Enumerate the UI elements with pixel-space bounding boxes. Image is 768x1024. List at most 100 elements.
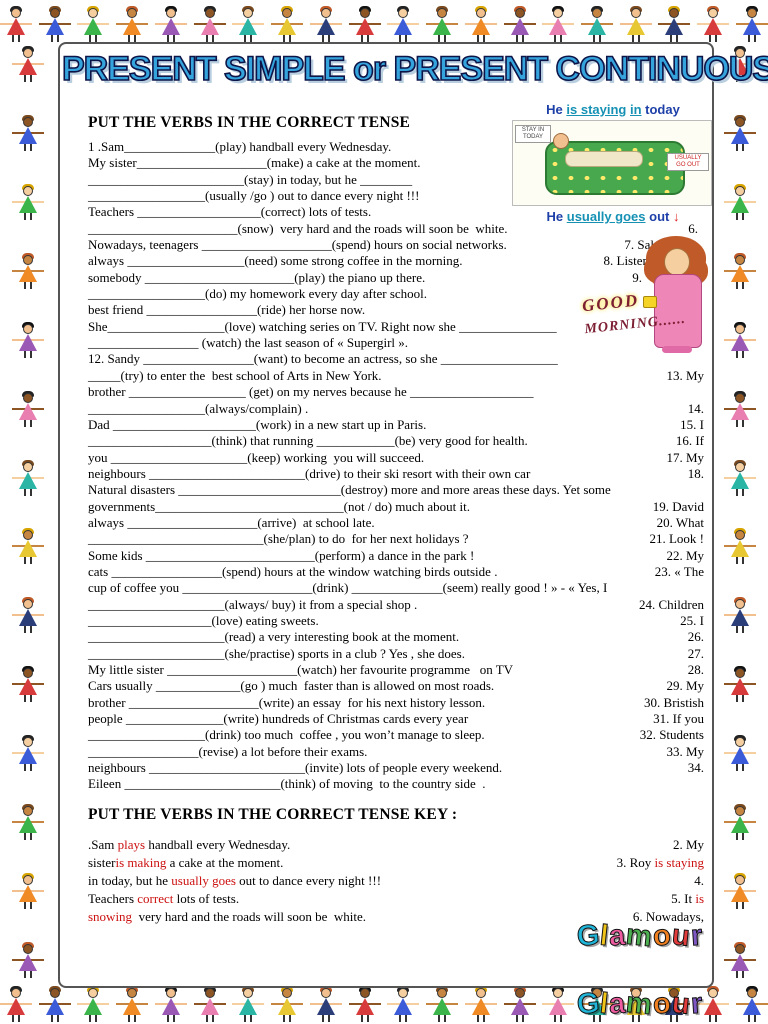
key-line-text: sisteris making a cake at the moment. — [88, 854, 283, 872]
section-heading-exercise: PUT THE VERBS IN THE CORRECT TENSE — [88, 114, 411, 131]
border-kid-figure — [232, 6, 265, 42]
exercise-line-text: governments_____________________________… — [88, 498, 471, 514]
go-out-tag: USUALLY GO OUT — [667, 153, 709, 171]
exercise-line: best friend _________________(ride) her … — [88, 302, 704, 318]
exercise-line-text: you _____________________(keep) working … — [88, 449, 425, 465]
exercise-line: you _____________________(keep) working … — [88, 450, 704, 466]
caption-part: in — [629, 102, 642, 117]
exercise-line: always __________________(need) some str… — [88, 253, 704, 269]
exercise-line-text: brother __________________ (get) on my n… — [88, 384, 534, 400]
border-kid-figure — [724, 252, 756, 289]
exercise-line: _____________________(she/practise) spor… — [88, 646, 704, 662]
key-line-text: in today, but he usually goes out to dan… — [88, 872, 381, 890]
exercise-line-number: 16. If — [675, 433, 704, 449]
key-segment: is making — [115, 855, 167, 870]
man-body — [565, 151, 643, 167]
couch-caption-bottom: He usually goes out — [547, 209, 670, 224]
exercise-line-text: cats _________________(spend) hours at t… — [88, 563, 498, 579]
border-kid-figure — [271, 986, 304, 1022]
border-kid-figure — [271, 6, 304, 42]
exercise-line: Some kids __________________________(per… — [88, 548, 704, 564]
key-segment: is staying — [654, 855, 704, 870]
exercise-line-number: 20. What — [656, 514, 704, 530]
section-heading-key: PUT THE VERBS IN THE CORRECT TENSE KEY : — [88, 806, 458, 823]
border-kid-figure — [12, 941, 44, 978]
caption-part: is staying — [566, 102, 627, 117]
exercise-line-text: _____________________(she/practise) spor… — [88, 645, 465, 661]
exercise-line: _________________(revise) a lot before t… — [88, 744, 704, 760]
key-lines: .Sam plays handball every Wednesday. 2. M… — [88, 836, 704, 926]
border-kids-top — [0, 2, 768, 42]
border-kid-figure — [619, 986, 652, 1022]
key-segment: Teachers — [88, 891, 138, 906]
border-kids-bottom — [0, 982, 768, 1022]
border-kid-figure — [503, 986, 536, 1022]
border-kid-figure — [426, 6, 459, 42]
key-segment: .Sam — [88, 837, 118, 852]
key-line: in today, but he usually goes out to dan… — [88, 872, 704, 890]
exercise-line: ___________________(think) that running … — [88, 433, 704, 449]
border-kid-figure — [348, 986, 381, 1022]
border-kid-figure — [154, 986, 187, 1022]
border-kid-figure — [348, 6, 381, 42]
exercise-line-number: 33. My — [666, 743, 704, 759]
border-kid-figure — [724, 873, 756, 910]
exercise-line: somebody _______________________(play) t… — [88, 270, 704, 286]
exercise-line-text: brother ____________________(write) an e… — [88, 694, 486, 710]
key-segment: 2. My — [672, 837, 704, 852]
key-line: sisteris making a cake at the moment. 3. … — [88, 854, 704, 872]
logo-letter: m — [624, 986, 654, 1022]
exercise-line-text: _____________________(read) a very inter… — [88, 629, 460, 645]
caption-part: out — [645, 209, 670, 224]
border-kid-figure — [542, 986, 575, 1022]
exercise-line-text: _________________(revise) a lot before t… — [88, 743, 368, 759]
border-kid-figure — [12, 321, 44, 358]
exercise-line-text: ________________________(stay) in today,… — [88, 171, 413, 187]
exercise-line: cats _________________(spend) hours at t… — [88, 564, 704, 580]
exercise-line: _____(try) to enter the best school of A… — [88, 368, 704, 384]
exercise-line-text: Dad ______________________(work) in a ne… — [88, 416, 427, 432]
exercise-line: __________________(drink) too much coffe… — [88, 727, 704, 743]
key-segment: usually goes — [171, 873, 236, 888]
border-kid-figure — [0, 986, 32, 1022]
key-segment: out to dance every night !!! — [235, 873, 382, 888]
border-kid-figure — [581, 986, 614, 1022]
border-kid-figure — [12, 252, 44, 289]
border-kid-figure — [154, 6, 187, 42]
woman-feet — [662, 346, 692, 353]
exercise-line-text: Nowadays, teenagers ____________________… — [88, 237, 507, 253]
exercise-line: neighbours ________________________(invi… — [88, 760, 704, 776]
exercise-line: brother ____________________(write) an e… — [88, 695, 704, 711]
key-segment: handball every Wednesday. — [145, 837, 291, 852]
logo-letter: G — [575, 919, 601, 953]
coffee-mug-icon — [643, 296, 657, 308]
border-kid-figure — [697, 6, 730, 42]
exercise-line-number: 23. « The — [654, 563, 704, 579]
exercise-line: always ____________________(arrive) at s… — [88, 515, 704, 531]
key-segment: 5. It — [671, 891, 696, 906]
border-kid-figure — [12, 666, 44, 703]
border-kid-figure — [193, 6, 226, 42]
exercise-line: _______________________(snow) very hard … — [88, 221, 704, 237]
exercise-line: Dad ______________________(work) in a ne… — [88, 417, 704, 433]
exercise-line-text: Eileen ________________________(think) o… — [88, 776, 486, 792]
logo-letter: u — [670, 919, 692, 954]
exercise-line-text: __________________(do) my homework every… — [88, 286, 428, 302]
woman-robe — [654, 274, 702, 348]
border-kid-figure — [12, 735, 44, 772]
border-kid-figure — [387, 6, 420, 42]
border-kid-figure — [193, 986, 226, 1022]
exercise-line: __________________(always/complain) . 14. — [88, 401, 704, 417]
border-kid-figure — [12, 528, 44, 565]
exercise-line-text: Cars usually _____________(go ) much fas… — [88, 678, 495, 694]
key-line: Teachers correct lots of tests. 5. It is — [88, 890, 704, 908]
caption-part: usually goes — [566, 209, 646, 224]
couch-caption-top: He is staying in today — [512, 102, 714, 117]
border-kid-figure — [309, 6, 342, 42]
border-kid-figure — [464, 986, 497, 1022]
border-kid-figure — [724, 459, 756, 496]
caption-part: He — [546, 102, 567, 117]
key-line-text: .Sam plays handball every Wednesday. — [88, 836, 290, 854]
border-kid-figure — [735, 986, 768, 1022]
exercise-line-number: 24. Children — [639, 596, 704, 612]
